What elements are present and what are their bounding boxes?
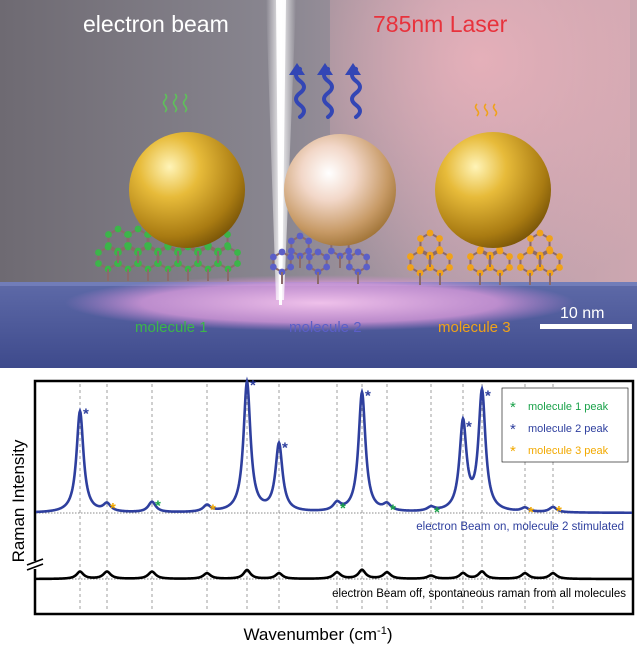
legend-label-2: molecule 2 peak: [528, 423, 609, 435]
electron-beam-label: electron beam: [83, 11, 229, 37]
peak-marker-5: *: [250, 377, 256, 394]
peak-marker-9: *: [390, 502, 396, 519]
emission-waves-molecule-2: [294, 67, 362, 119]
legend-marker-3: *: [510, 443, 516, 460]
trace-beam-on: [35, 376, 632, 515]
peak-marker-12: *: [485, 387, 491, 404]
peak-marker-8: *: [365, 387, 371, 404]
laser-spot: [65, 275, 575, 331]
gold-nanoparticle-3: [435, 132, 551, 248]
gold-nanoparticle-1: [129, 132, 245, 248]
peak-marker-1: *: [83, 406, 89, 423]
peak-marker-3: *: [155, 498, 161, 515]
x-axis-label: Wavenumber (cm-1): [244, 625, 393, 644]
peak-marker-13: *: [528, 504, 534, 521]
axis-break: [26, 558, 44, 571]
legend-label-1: molecule 1 peak: [528, 401, 609, 413]
legend-marker-1: *: [510, 399, 516, 416]
trace-on-label: electron Beam on, molecule 2 stimulated: [416, 521, 624, 533]
raman-spectrum-chart: * * * * * * * * * * * * * * electron Beam on, molecul…: [9, 376, 635, 644]
peak-marker-2: *: [110, 500, 116, 517]
trace-beam-off: [36, 568, 632, 581]
peak-marker-6: *: [282, 439, 288, 456]
arrowheads-molecule-2: [289, 63, 361, 75]
scale-bar: [540, 324, 632, 329]
legend-label-3: molecule 3 peak: [528, 445, 609, 457]
nanoparticle-scene: electron beam 785nm Laser molecule 1 mol…: [0, 0, 637, 368]
chart-legend: * molecule 1 peak * molecule 2 peak * mo…: [501, 387, 629, 463]
gold-nanoparticle-2: [284, 134, 396, 246]
molecule-2-label: molecule 2: [289, 319, 362, 336]
emission-waves-molecule-1: [162, 93, 188, 113]
emission-waves-molecule-3: [474, 103, 498, 117]
peak-marker-10: *: [434, 504, 440, 521]
molecule-3-label: molecule 3: [438, 319, 511, 336]
peak-marker-4: *: [210, 502, 216, 519]
laser-label: 785nm Laser: [373, 11, 508, 37]
peak-marker-7: *: [340, 500, 346, 517]
peak-marker-11: *: [466, 419, 472, 436]
peak-markers-beam-on: * * * * * * * * * * * * * *: [83, 377, 562, 521]
y-axis-label: Raman Intensity: [9, 439, 28, 562]
peak-marker-14: *: [556, 503, 562, 520]
molecule-1-label: molecule 1: [135, 319, 208, 336]
scale-bar-label: 10 nm: [560, 305, 604, 322]
legend-marker-2: *: [510, 421, 516, 438]
trace-off-label: electron Beam off, spontaneous raman fro…: [332, 588, 626, 600]
